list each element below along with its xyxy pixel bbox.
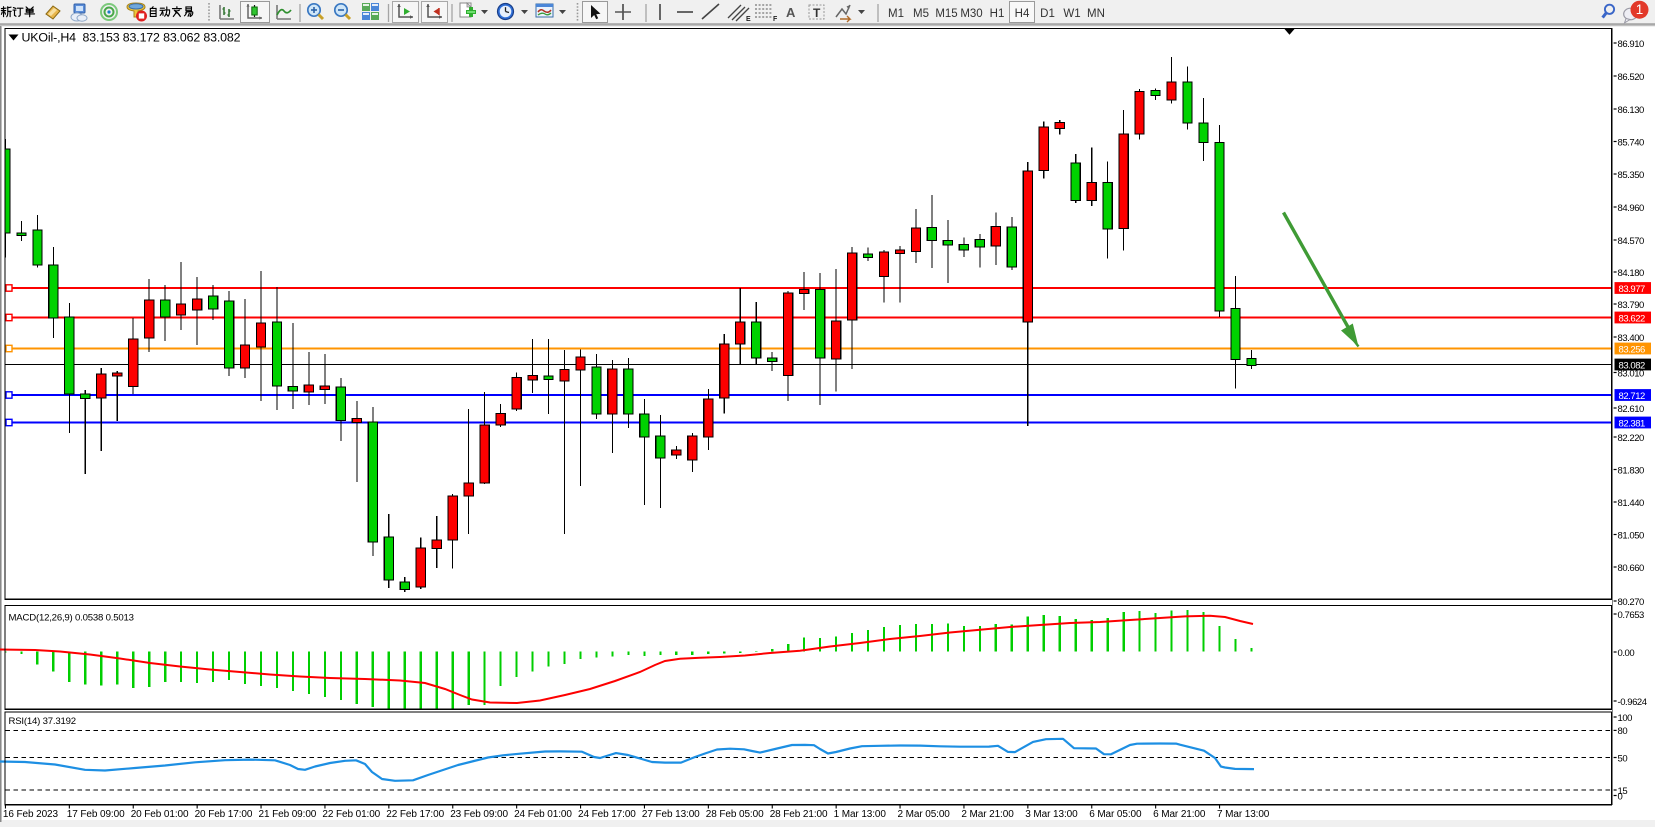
svg-text:85.740: 85.740 [1618, 137, 1645, 148]
svg-text:T: T [813, 6, 821, 20]
svg-text:22 Feb 17:00: 22 Feb 17:00 [386, 809, 444, 820]
svg-text:81.440: 81.440 [1618, 498, 1645, 509]
svg-text:27 Feb 13:00: 27 Feb 13:00 [642, 809, 700, 820]
svg-text:W1: W1 [1063, 8, 1080, 20]
svg-text:81.050: 81.050 [1618, 530, 1645, 541]
svg-text:-0.9624: -0.9624 [1618, 697, 1647, 708]
svg-text:M1: M1 [888, 8, 904, 20]
svg-text:80.270: 80.270 [1618, 597, 1645, 608]
svg-text:D1: D1 [1040, 8, 1055, 20]
svg-text:H4: H4 [1015, 8, 1030, 20]
svg-text:82.381: 82.381 [1619, 419, 1646, 430]
svg-text:0.00: 0.00 [1618, 648, 1635, 659]
svg-text:1 Mar 13:00: 1 Mar 13:00 [834, 809, 887, 820]
svg-text:M30: M30 [960, 8, 982, 20]
svg-text:83.790: 83.790 [1618, 300, 1645, 311]
svg-text:1: 1 [1636, 2, 1644, 17]
svg-text:50: 50 [1618, 753, 1628, 764]
svg-text:6 Mar 05:00: 6 Mar 05:00 [1089, 809, 1142, 820]
svg-text:20 Feb 17:00: 20 Feb 17:00 [195, 809, 253, 820]
svg-text:23 Feb 09:00: 23 Feb 09:00 [450, 809, 508, 820]
svg-text:0.7653: 0.7653 [1618, 610, 1645, 621]
svg-text:2 Mar 05:00: 2 Mar 05:00 [898, 809, 951, 820]
svg-text:83.400: 83.400 [1618, 333, 1645, 344]
svg-text:MACD(12,26,9) 0.0538 0.5013: MACD(12,26,9) 0.0538 0.5013 [9, 612, 134, 623]
svg-text:82.610: 82.610 [1618, 404, 1645, 415]
svg-text:28 Feb 21:00: 28 Feb 21:00 [770, 809, 828, 820]
svg-text:A: A [786, 5, 796, 20]
svg-text:17 Feb 09:00: 17 Feb 09:00 [67, 809, 125, 820]
svg-text:0: 0 [1618, 791, 1623, 802]
svg-text:83.622: 83.622 [1619, 314, 1646, 325]
svg-text:21 Feb 09:00: 21 Feb 09:00 [259, 809, 317, 820]
svg-text:82.220: 82.220 [1618, 433, 1645, 444]
svg-text:24 Feb 17:00: 24 Feb 17:00 [578, 809, 636, 820]
svg-text:86.520: 86.520 [1618, 72, 1645, 83]
svg-text:6 Mar 21:00: 6 Mar 21:00 [1153, 809, 1206, 820]
svg-text:85.350: 85.350 [1618, 170, 1645, 181]
svg-text:86.910: 86.910 [1618, 39, 1645, 50]
svg-text:7 Mar 13:00: 7 Mar 13:00 [1217, 809, 1270, 820]
svg-text:83.977: 83.977 [1619, 284, 1646, 295]
svg-text:84.180: 84.180 [1618, 268, 1645, 279]
svg-text:80: 80 [1618, 726, 1628, 737]
svg-text:82.712: 82.712 [1619, 391, 1646, 402]
svg-text:H1: H1 [990, 8, 1005, 20]
svg-text:81.830: 81.830 [1618, 465, 1645, 476]
svg-text:M5: M5 [913, 8, 929, 20]
svg-text:83.256: 83.256 [1619, 345, 1646, 356]
svg-text:22 Feb 01:00: 22 Feb 01:00 [322, 809, 380, 820]
svg-text:RSI(14) 37.3192: RSI(14) 37.3192 [9, 716, 76, 727]
svg-text:24 Feb 01:00: 24 Feb 01:00 [514, 809, 572, 820]
svg-text:M15: M15 [935, 8, 957, 20]
svg-text:80.660: 80.660 [1618, 563, 1645, 574]
svg-text:83.082: 83.082 [1619, 361, 1646, 372]
svg-text:2 Mar 21:00: 2 Mar 21:00 [961, 809, 1014, 820]
svg-text:15: 15 [1618, 786, 1628, 797]
svg-text:100: 100 [1618, 713, 1633, 724]
svg-text:MN: MN [1087, 8, 1105, 20]
svg-text:86.130: 86.130 [1618, 105, 1645, 116]
svg-text:F: F [773, 16, 778, 23]
svg-text:E: E [746, 16, 751, 23]
svg-text:28 Feb 05:00: 28 Feb 05:00 [706, 809, 764, 820]
svg-text:3 Mar 13:00: 3 Mar 13:00 [1025, 809, 1078, 820]
svg-text:83.010: 83.010 [1618, 368, 1645, 379]
svg-text:84.570: 84.570 [1618, 236, 1645, 247]
svg-text:UKOil-,H4 83.153 83.172 83.06: UKOil-,H4 83.153 83.172 83.062 83.082 [22, 31, 241, 45]
svg-text:84.960: 84.960 [1618, 203, 1645, 214]
svg-text:16 Feb 2023: 16 Feb 2023 [3, 809, 59, 820]
svg-text:20 Feb 01:00: 20 Feb 01:00 [131, 809, 189, 820]
